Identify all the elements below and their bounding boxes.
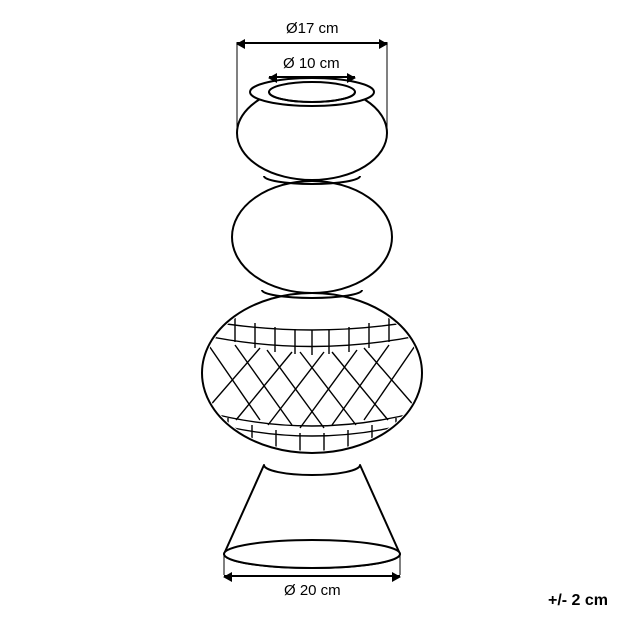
vase-illustration (0, 0, 620, 620)
tolerance-note: +/- 2 cm (548, 592, 608, 610)
dim-arrow-base (224, 575, 400, 577)
dim-label-inner-top: Ø 10 cm (283, 55, 340, 72)
dim-arrow-inner-top (269, 76, 355, 78)
dim-label-base: Ø 20 cm (284, 582, 341, 599)
dim-label-outer-top: Ø17 cm (286, 20, 339, 37)
dimension-diagram: Ø17 cm Ø 10 cm Ø 20 cm +/- 2 cm (0, 0, 620, 620)
dim-arrow-outer-top (237, 42, 387, 44)
